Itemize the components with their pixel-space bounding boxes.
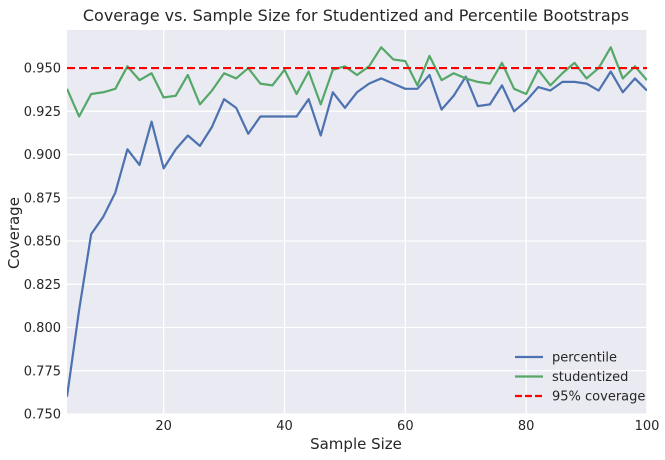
y-tick-label: 0.925 — [24, 105, 61, 120]
series-line-studentized — [67, 46, 647, 118]
y-axis-ticks: 0.750 0.775 0.800 0.825 0.850 0.875 0.900 0.925… — [24, 62, 61, 423]
series-line-percentile — [67, 70, 647, 397]
y-tick-label: 0.800 — [24, 321, 61, 336]
y-tick-label: 0.825 — [24, 278, 61, 293]
x-axis-label: Sample Size — [310, 435, 402, 453]
series-layer — [67, 46, 647, 397]
x-tick-label: 80 — [518, 419, 535, 434]
y-tick-label: 0.750 — [24, 408, 61, 423]
x-axis-ticks: 20 40 60 80 100 — [155, 419, 659, 434]
x-tick-label: 60 — [397, 419, 414, 434]
y-tick-label: 0.875 — [24, 191, 61, 206]
y-tick-label: 0.850 — [24, 235, 61, 250]
y-tick-label: 0.900 — [24, 148, 61, 163]
legend: percentile studentized 95% coverage — [515, 351, 645, 405]
y-tick-label: 0.775 — [24, 364, 61, 379]
y-tick-label: 0.950 — [24, 62, 61, 77]
chart-title: Coverage vs. Sample Size for Studentized… — [83, 6, 629, 25]
legend-label-studentized: studentized — [552, 370, 628, 385]
y-axis-label: Coverage — [5, 197, 23, 269]
legend-label-percentile: percentile — [552, 351, 617, 366]
x-tick-label: 20 — [155, 419, 172, 434]
x-tick-label: 100 — [635, 419, 660, 434]
x-tick-label: 40 — [276, 419, 293, 434]
legend-label-95-coverage: 95% coverage — [552, 390, 645, 405]
